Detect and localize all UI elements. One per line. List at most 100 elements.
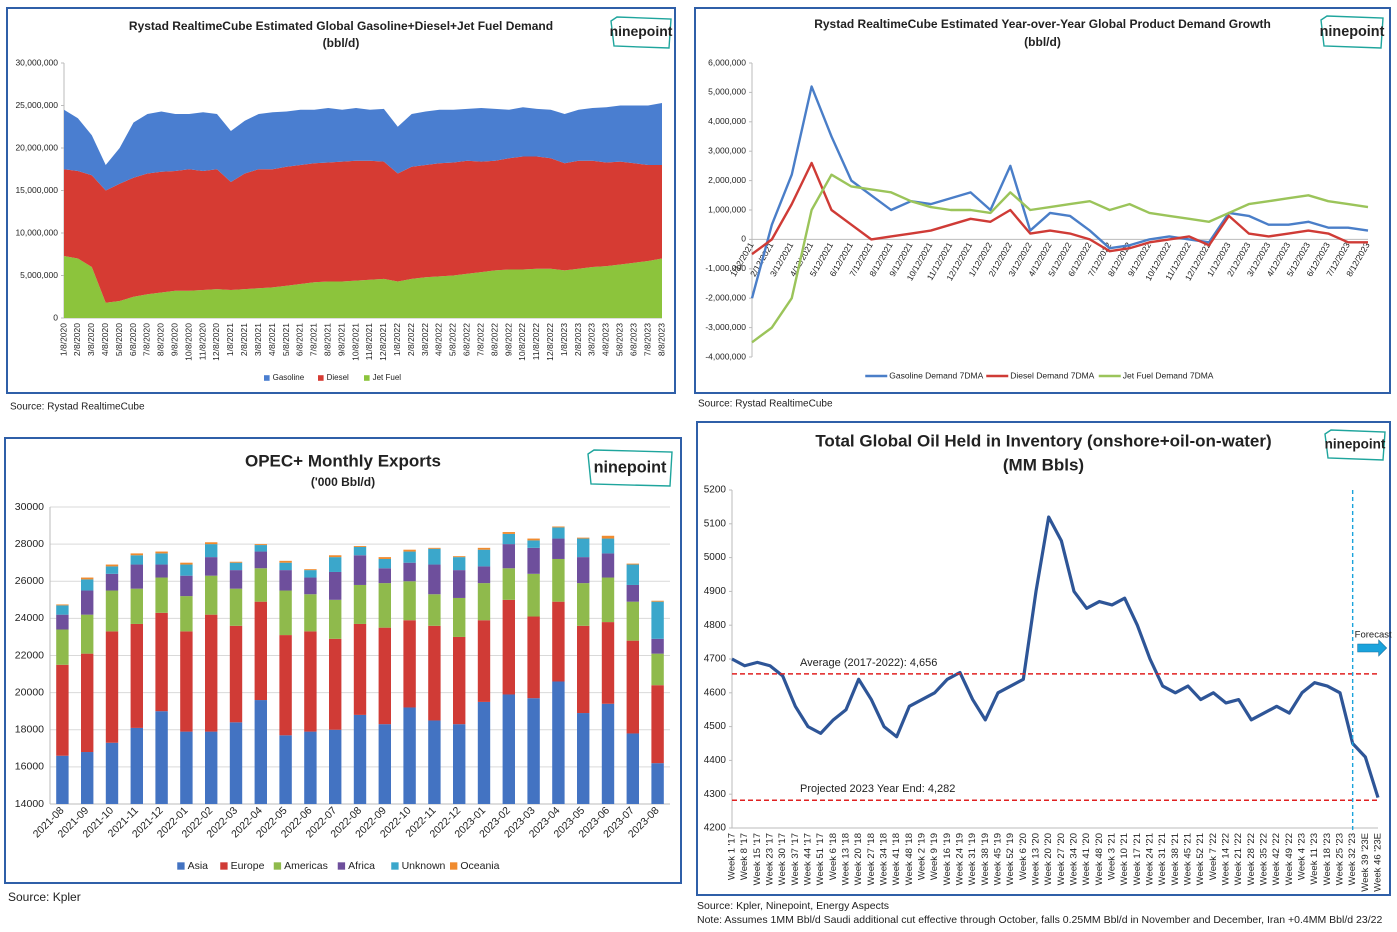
bar-segment	[527, 540, 540, 548]
legend-label: Europe	[231, 860, 265, 872]
y-tick-label: 5200	[704, 485, 727, 496]
x-tick-label: 6/8/2021	[295, 323, 305, 356]
bar-segment	[353, 545, 367, 547]
bar-segment	[130, 623, 143, 728]
legend-label: Diesel Demand 7DMA	[1010, 370, 1094, 380]
bar-segment	[651, 685, 664, 764]
x-tick-label: 12/8/2022	[545, 323, 555, 361]
legend-label: Africa	[348, 860, 375, 872]
x-tick-label: Week 27 '20	[1056, 833, 1067, 885]
x-tick-label: Week 6 '20	[1018, 833, 1029, 880]
y-tick-label: 5,000,000	[708, 87, 746, 97]
y-tick-label: 20000	[15, 686, 44, 698]
chart-title: Rystad RealtimeCube Estimated Global Gas…	[129, 19, 553, 33]
x-tick-label: 2/8/2022	[406, 323, 416, 356]
x-tick-label: Week 1 '17	[727, 833, 738, 880]
bar-segment	[601, 538, 615, 554]
x-tick-label: 6/8/2020	[128, 323, 138, 356]
line	[751, 173, 1369, 344]
x-tick-label: 2/8/2021	[239, 323, 249, 356]
bar-segment	[180, 564, 193, 576]
bar-segment	[403, 581, 416, 621]
bar-segment	[577, 713, 590, 804]
x-tick-label: Week 27 '18	[866, 833, 877, 885]
y-tick-label: 16000	[15, 761, 44, 773]
bar-segment	[527, 573, 540, 617]
x-tick-label: 11/8/2020	[197, 323, 207, 360]
bar-segment	[453, 556, 466, 558]
x-tick-label: Week 34 '18	[879, 833, 890, 885]
x-tick-label: Week 37 '17	[790, 833, 801, 885]
x-tick-label: Week 49 '22	[1284, 833, 1295, 885]
panel-frame	[696, 421, 1391, 896]
bar-segment	[180, 631, 193, 732]
bar-segment	[254, 544, 267, 546]
chart-subtitle: (MM Bbls)	[1003, 455, 1084, 474]
x-tick-label: 5/8/2023	[615, 323, 625, 356]
bar-segment	[105, 631, 119, 743]
x-tick-label: Week 13 '20	[1031, 833, 1042, 885]
legend-swatch	[264, 375, 270, 381]
bar-segment	[254, 568, 267, 602]
bar-segment	[428, 564, 441, 595]
x-tick-label: Week 2 '19	[917, 833, 928, 880]
logo-text: ninepoint	[610, 23, 673, 39]
x-tick-label: Week 45 '19	[993, 833, 1004, 885]
x-tick-label: Week 45 '21	[1183, 833, 1194, 885]
x-tick-label: Week 21 '22	[1233, 833, 1244, 885]
bar-segment	[428, 594, 441, 626]
bar-segment	[477, 547, 491, 550]
bar-segment	[130, 727, 143, 804]
legend-label: Gasoline	[273, 373, 305, 382]
panel-frame	[694, 7, 1391, 394]
x-tick-label: Week 4 '23	[1297, 833, 1308, 880]
bar-segment	[304, 594, 317, 632]
x-tick-label: Week 30 '17	[777, 833, 788, 885]
x-tick-label: 8/8/2023	[656, 323, 666, 356]
bar-segment	[428, 720, 441, 804]
bar-segment	[378, 558, 391, 569]
bar-segment	[180, 731, 193, 804]
bar-segment	[130, 555, 143, 565]
bar-segment	[453, 636, 466, 725]
bar-segment	[353, 584, 367, 624]
bar-segment	[577, 583, 590, 626]
bar-segment	[403, 562, 416, 582]
x-tick-label: 11/8/2021	[364, 323, 374, 360]
bar-segment	[229, 625, 243, 723]
bar-segment	[229, 562, 243, 571]
y-tick-label: 0	[53, 312, 58, 322]
bar-segment	[527, 616, 540, 699]
logo-mark	[610, 16, 672, 49]
x-tick-label: Week 34 '20	[1069, 833, 1080, 885]
y-tick-label: 20,000,000	[15, 142, 58, 152]
bar-segment	[155, 711, 168, 804]
bar-segment	[304, 577, 317, 595]
x-tick-label: 7/8/2020	[142, 323, 152, 356]
x-tick-label: 5/8/2020	[114, 323, 124, 356]
x-tick-label: Week 20 '18	[853, 833, 864, 885]
x-tick-label: 7/8/2022	[475, 323, 485, 356]
reference-label: Projected 2023 Year End: 4,282	[800, 783, 955, 795]
x-tick-label: 8/8/2022	[489, 323, 499, 356]
bar-segment	[428, 548, 441, 565]
y-tick-label: -4,000,000	[705, 351, 746, 361]
y-tick-label: 5,000,000	[20, 270, 58, 280]
legend-label: Unknown	[402, 860, 446, 872]
bar-segment	[502, 532, 515, 534]
bar-segment	[378, 724, 391, 804]
x-tick-label: 8/8/2021	[322, 323, 332, 356]
logo-mark	[1320, 15, 1384, 49]
bar-segment	[577, 557, 590, 584]
x-tick-label: 5/8/2022	[448, 323, 458, 356]
line	[750, 85, 1369, 299]
x-tick-label: 11/8/2022	[531, 323, 541, 360]
x-tick-label: Week 25 '23	[1335, 833, 1346, 885]
bar-segment	[552, 538, 565, 559]
y-tick-label: 5000	[704, 552, 727, 563]
bar-segment	[229, 570, 243, 589]
legend-swatch	[391, 862, 399, 870]
bar-segment	[577, 538, 590, 558]
x-tick-label: Week 31 '21	[1157, 833, 1168, 885]
bar-segment	[378, 557, 391, 559]
